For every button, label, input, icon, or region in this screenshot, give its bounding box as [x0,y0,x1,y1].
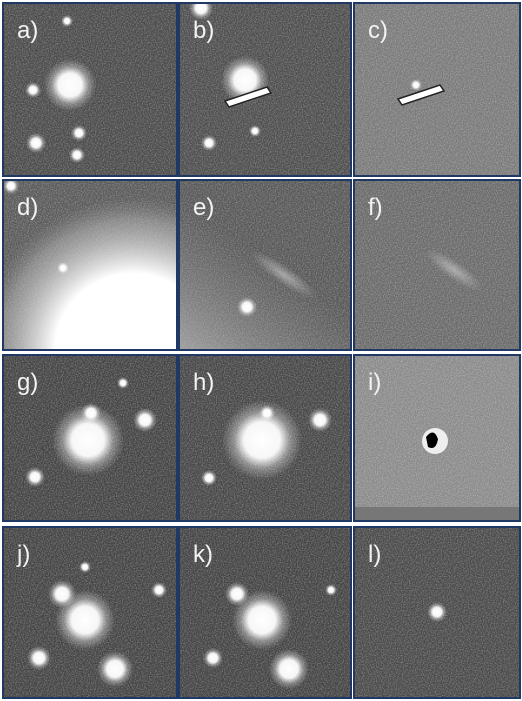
star [26,133,46,153]
panel-label: d) [17,194,38,221]
panel: b) [179,0,351,176]
panel: l) [354,527,520,698]
star [25,467,45,487]
panel-label: h) [193,369,214,396]
star [237,297,257,317]
panel-label: c) [368,17,388,44]
residual-bg [354,507,520,521]
panel-label: b) [193,17,214,44]
panel-label: g) [17,369,38,396]
star [69,147,85,163]
panel: g) [3,355,177,521]
star [427,602,447,622]
panel-label: j) [16,541,30,568]
star [133,408,157,432]
panel: h) [179,355,351,521]
panel: e) [179,180,351,350]
star [44,59,96,111]
panel: k) [179,527,351,698]
panel-label: e) [193,194,214,221]
star [201,135,217,151]
star [48,580,76,608]
figure: a) b) c) d) e) f) g) h) i) j) k) l) [0,0,522,701]
panel: f) [354,180,520,350]
star [259,405,275,421]
panel-label: i) [368,369,381,396]
panel-label: k) [193,541,213,568]
star [249,125,261,137]
panel: j) [3,527,177,698]
star [308,408,332,432]
panel-label: a) [17,17,38,44]
panel-label: f) [368,194,383,221]
star [25,82,41,98]
star [71,125,87,141]
star [225,582,249,606]
star [97,651,133,687]
star [27,646,51,670]
star [325,584,337,596]
star [269,649,309,689]
star [57,262,69,274]
panel: a) [3,3,177,176]
panel: c) [354,3,520,176]
star [203,648,223,668]
panel: d) [3,178,177,350]
star [201,470,217,486]
star [81,403,101,423]
star [151,582,167,598]
star [410,79,422,91]
star [79,561,91,573]
panel-label: l) [368,541,381,568]
star [117,377,129,389]
panel: i) [354,355,520,521]
star [61,15,73,27]
